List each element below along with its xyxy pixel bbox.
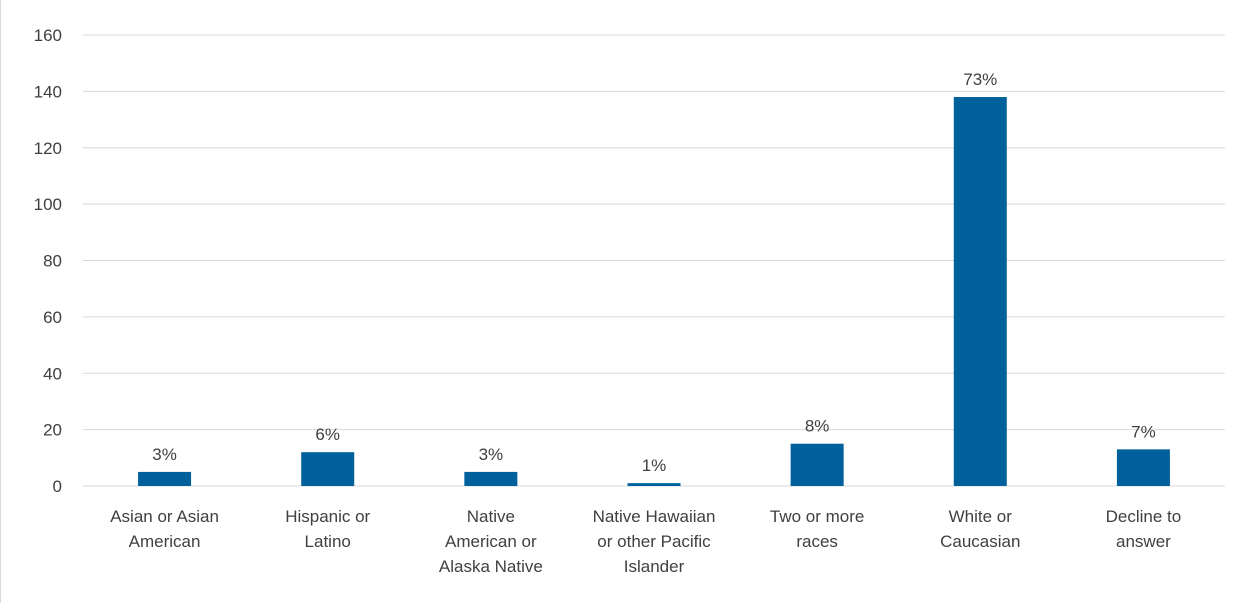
y-tick-label: 140	[34, 82, 62, 101]
x-tick-label: Asian or Asian American	[110, 507, 219, 551]
y-tick-label: 0	[53, 477, 62, 496]
x-tick-label: Two or more races	[770, 507, 864, 551]
y-tick-label: 160	[34, 26, 62, 45]
x-axis-ticks: Asian or Asian American Hispanic or Latino N…	[110, 507, 1181, 576]
x-tick-label-line: American	[129, 532, 201, 551]
y-axis-ticks: 0 20 40 60 80 100 120 140 160	[34, 26, 62, 496]
x-tick-label: Native American or Alaska Native	[439, 507, 543, 576]
data-label: 7%	[1131, 422, 1156, 441]
x-tick-label-line: Two or more	[770, 507, 864, 526]
x-tick-label: Hispanic or Latino	[285, 507, 370, 551]
x-tick-label-line: American or	[445, 532, 537, 551]
data-label: 8%	[805, 417, 830, 436]
bar	[138, 471, 192, 486]
x-tick-label-line: Native Hawaiian	[593, 507, 716, 526]
data-label: 1%	[642, 456, 667, 475]
y-tick-label: 100	[34, 195, 62, 214]
y-tick-label: 120	[34, 139, 62, 158]
x-tick-label-line: Decline to	[1106, 507, 1182, 526]
bar	[790, 443, 844, 486]
data-label: 6%	[315, 425, 340, 444]
x-tick-label-line: or other Pacific	[597, 532, 711, 551]
y-tick-label: 20	[43, 421, 62, 440]
bar	[1116, 449, 1170, 486]
bars	[138, 97, 1170, 486]
x-tick-label-line: races	[796, 532, 838, 551]
y-tick-label: 60	[43, 308, 62, 327]
x-tick-label-line: Native	[467, 507, 515, 526]
bar	[301, 452, 355, 486]
bar	[464, 471, 518, 486]
x-tick-label-line: Alaska Native	[439, 557, 543, 576]
x-tick-label-line: answer	[1116, 532, 1171, 551]
bar	[627, 483, 681, 486]
y-tick-label: 40	[43, 364, 62, 383]
x-tick-label: White or Caucasian	[940, 507, 1020, 551]
data-label: 3%	[152, 445, 177, 464]
x-tick-label-line: Latino	[305, 532, 351, 551]
x-tick-label: Native Hawaiian or other Pacific Islander	[593, 507, 716, 576]
bar	[953, 97, 1007, 486]
y-tick-label: 80	[43, 252, 62, 271]
x-tick-label-line: Caucasian	[940, 532, 1020, 551]
data-label: 3%	[479, 445, 504, 464]
x-tick-label-line: Hispanic or	[285, 507, 370, 526]
x-tick-label-line: White or	[949, 507, 1013, 526]
x-tick-label: Decline to answer	[1106, 507, 1182, 551]
gridlines	[83, 34, 1225, 487]
data-labels: 3% 6% 3% 1% 8% 73% 7%	[152, 70, 1155, 475]
x-tick-label-line: Islander	[624, 557, 685, 576]
data-label: 73%	[963, 70, 997, 89]
x-tick-label-line: Asian or Asian	[110, 507, 219, 526]
